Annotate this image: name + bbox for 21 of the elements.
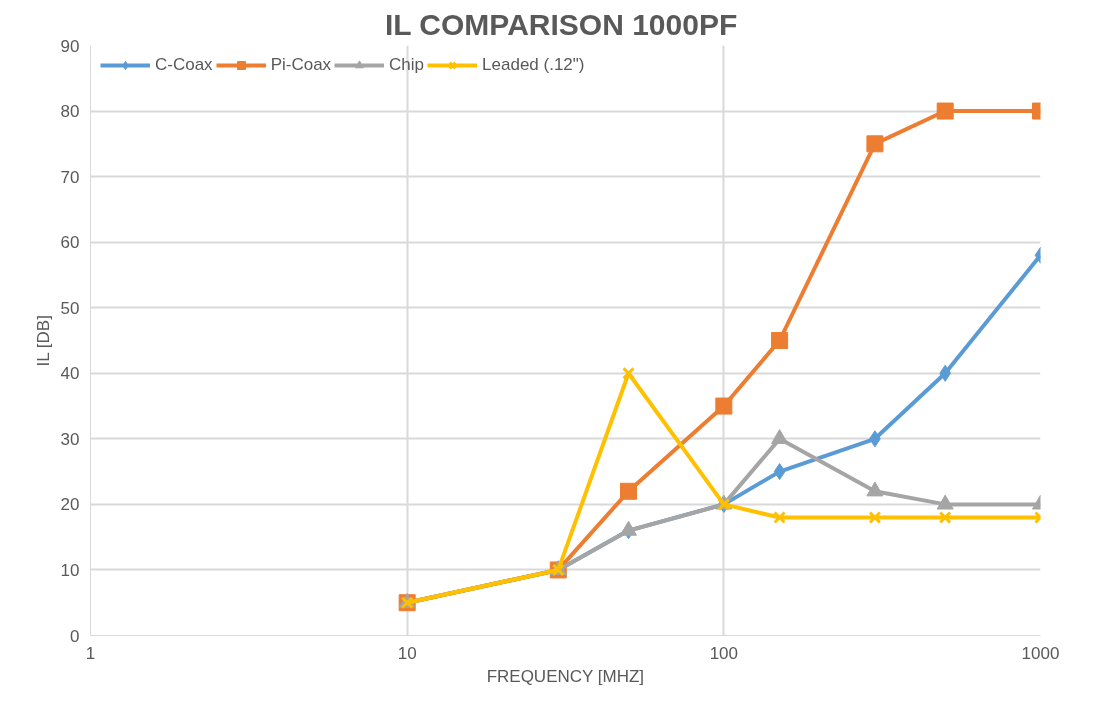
y-tick-label: 30	[60, 429, 80, 449]
y-axis-title: IL [DB]	[33, 315, 53, 367]
x-tick-label: 10	[397, 643, 417, 663]
x-tick-label: 100	[709, 643, 739, 663]
y-tick-label: 70	[60, 167, 80, 187]
x-tick-label: 1	[85, 643, 96, 663]
x-tick-label: 1000	[1021, 643, 1060, 663]
legend-label: Pi-Coax	[270, 55, 332, 75]
chart-title: IL COMPARISON 1000PF	[384, 7, 738, 41]
x-axis-title: FREQUENCY [MHZ]	[486, 666, 645, 686]
legend-label: Leaded (.12")	[482, 55, 585, 75]
y-tick-label: 50	[60, 298, 80, 318]
y-tick-label: 40	[60, 364, 80, 384]
legend-label: Chip	[389, 55, 425, 75]
y-tick-label: 20	[60, 495, 80, 515]
legend-label: C-Coax	[155, 55, 213, 75]
y-tick-label: 10	[60, 560, 80, 580]
y-tick-label: 80	[60, 102, 80, 122]
y-tick-label: 0	[70, 626, 80, 646]
y-tick-label: 60	[60, 233, 80, 253]
y-tick-label: 90	[60, 36, 80, 56]
